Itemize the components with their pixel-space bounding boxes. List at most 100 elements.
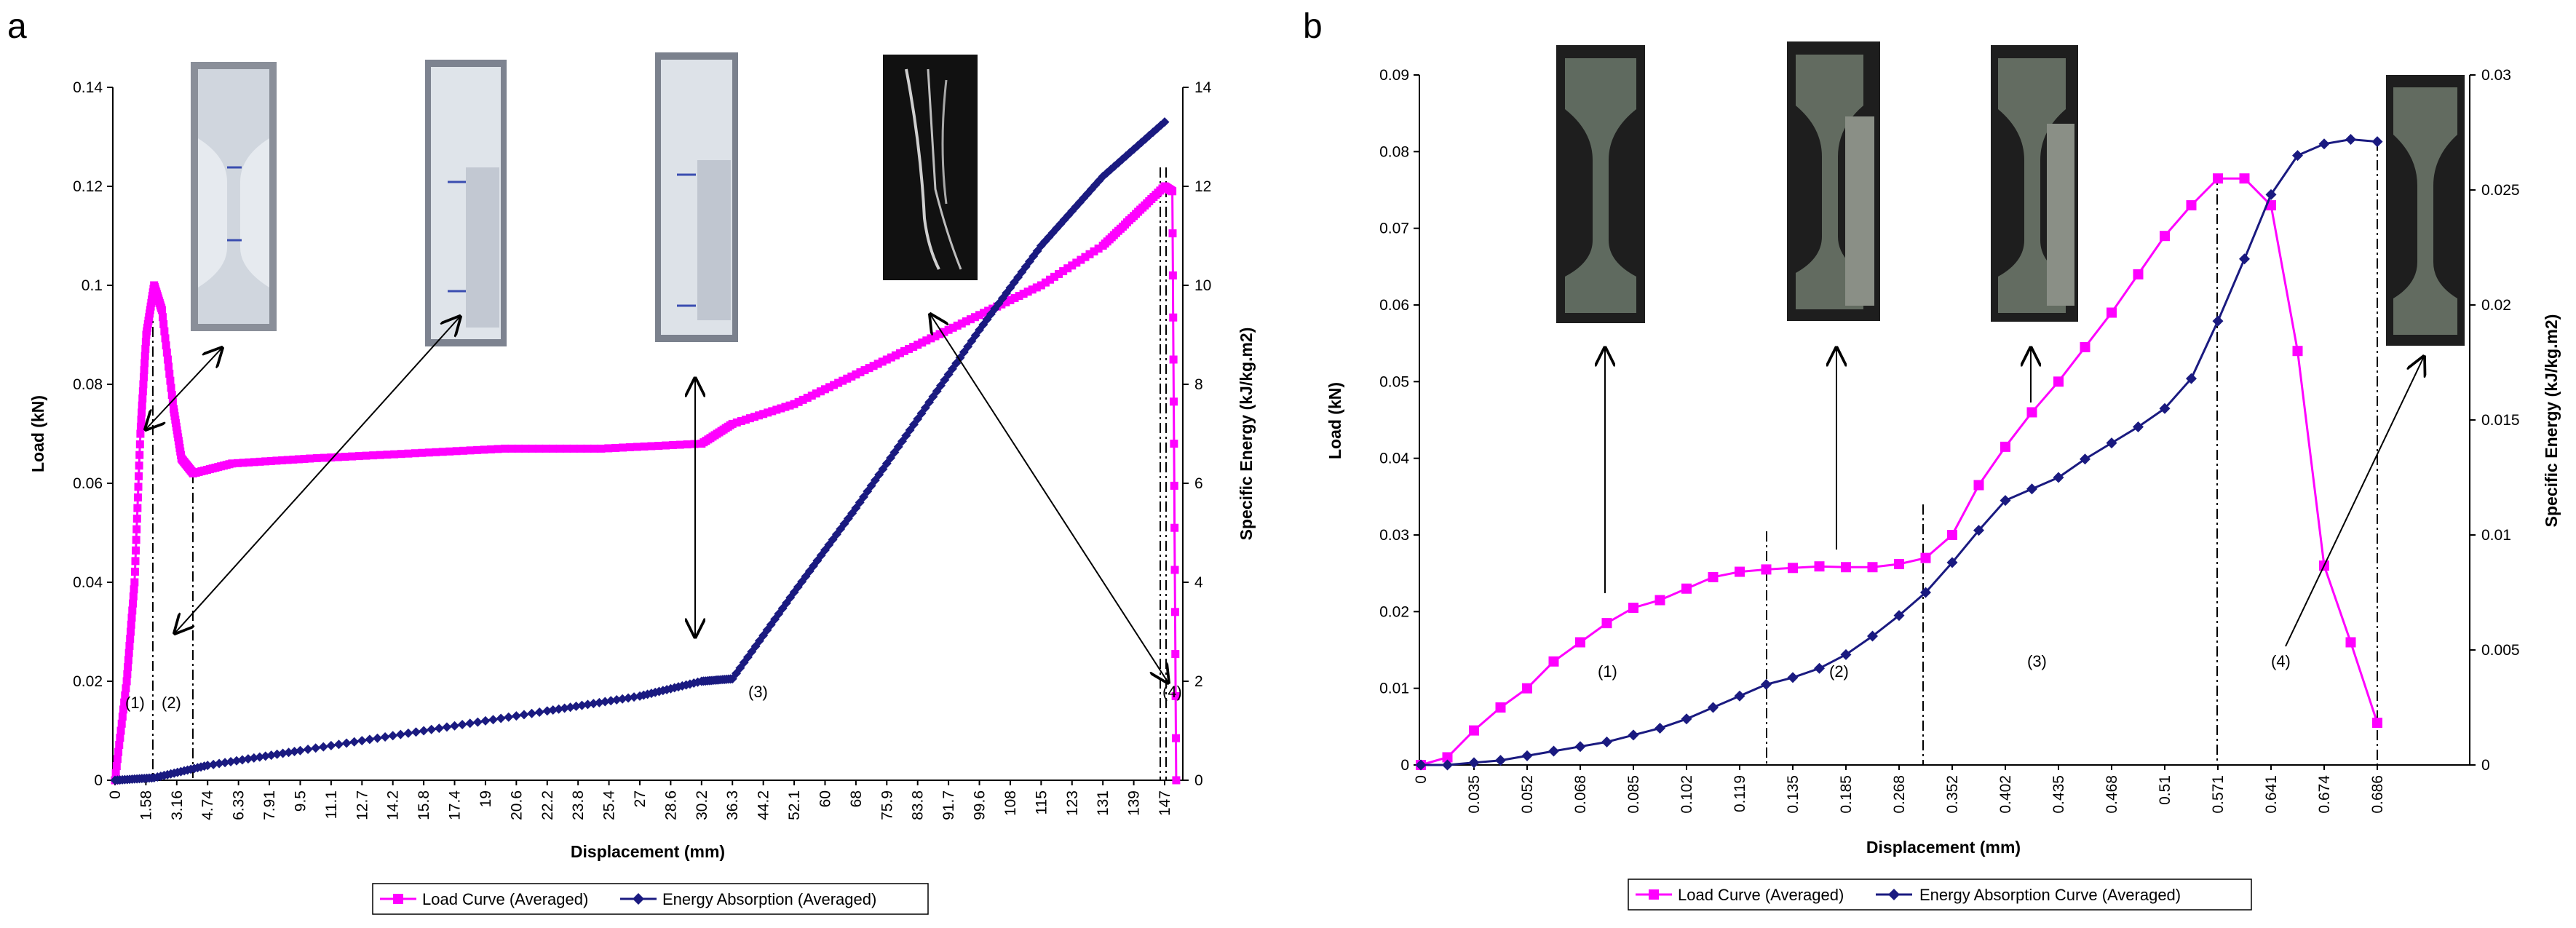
y-tick-label: 0 [1194,772,1203,789]
x-tick-label: 14.2 [385,790,402,820]
data-point [1085,250,1094,258]
y-tick-label: 0.05 [1379,373,1409,390]
data-point [1442,752,1453,763]
data-point [132,515,141,523]
series-load-curve [1416,173,2382,770]
data-point [834,378,843,387]
data-point [2212,315,2224,327]
data-point [1072,258,1081,267]
annotation-1: (1) [125,694,145,712]
x-tick-label: 4.74 [199,790,216,820]
x-tick-label: 27 [632,790,649,807]
data-point [1170,608,1179,616]
data-point [1548,656,1559,667]
data-point [129,592,138,600]
data-point [1893,610,1905,622]
x-tick-label: 83.8 [910,790,927,820]
data-point [326,740,336,750]
data-point [1495,702,1506,713]
data-point [728,419,737,428]
data-point [1059,267,1068,276]
data-point [121,691,130,699]
data-point [764,408,772,417]
data-point [118,713,127,721]
data-point [511,711,521,721]
x-tick-label: 0.468 [2104,775,2120,814]
data-point [604,444,613,453]
data-point [411,449,419,458]
specimen-photo-1 [191,62,277,331]
data-point [1495,755,1506,766]
data-point [1081,253,1090,261]
data-point [1090,247,1098,255]
data-point [473,445,482,454]
data-point [548,705,558,715]
x-tick-label: 15.8 [416,790,432,820]
data-point [1601,618,1612,629]
x-tick-label: 12.7 [354,790,370,820]
y-tick-label: 0.06 [73,475,103,492]
data-point [2318,138,2330,150]
data-point [320,453,328,462]
data-point [1521,750,1533,761]
y-tick-label: 10 [1194,277,1211,294]
arrow-4 [930,314,1168,683]
data-point [1735,566,1745,577]
data-point [139,373,148,381]
data-point [472,717,483,727]
data-point [135,440,144,449]
data-point [820,385,829,394]
data-point [124,656,132,665]
data-point [132,536,140,544]
data-point [1734,690,1745,702]
data-point [465,718,475,729]
x-tick-label: 0.185 [1838,775,1855,814]
data-point [2053,376,2064,387]
data-point [255,752,265,762]
data-point [1019,290,1028,298]
data-point [2372,718,2382,729]
y-tick-label: 0.02 [73,673,103,690]
data-point [1068,261,1077,270]
y-tick-label: 0 [94,772,103,789]
data-point [2080,453,2090,465]
y-tick-label: 0.01 [1379,681,1409,697]
data-point [162,341,170,350]
data-point [1841,562,1851,573]
x-tick-label: 99.6 [972,790,988,820]
data-point [349,737,360,747]
y-tick-label: 0.01 [2481,527,2511,544]
data-point [341,738,352,748]
y-tick-label: 0.1 [82,277,103,294]
x-tick-label: 0 [1413,775,1430,784]
data-point [569,444,578,453]
data-point [588,699,598,709]
data-point [168,397,177,406]
data-point [839,376,847,385]
data-point [403,728,413,738]
data-point [397,450,405,459]
data-point [1787,672,1799,683]
data-point [160,327,169,336]
data-point [311,743,321,753]
specimen-photo-3 [655,52,738,342]
data-point [395,729,405,739]
data-point [434,723,444,734]
y-axis-label: Load (kN) [1325,382,1344,459]
y-tick-label: 0.02 [2481,297,2511,314]
data-point [290,746,300,756]
data-point [2186,200,2197,211]
x-tick-label: 7.91 [261,790,278,820]
data-point [1171,691,1180,700]
x-tick-label: 20.6 [508,790,525,820]
data-point [237,755,247,765]
data-point [404,449,413,458]
data-point [2026,407,2037,418]
data-point [411,727,421,737]
data-point [2000,441,2010,452]
x-tick-label: 147 [1157,790,1173,816]
data-point [466,446,475,455]
data-point [629,692,639,702]
data-point [1015,292,1023,301]
